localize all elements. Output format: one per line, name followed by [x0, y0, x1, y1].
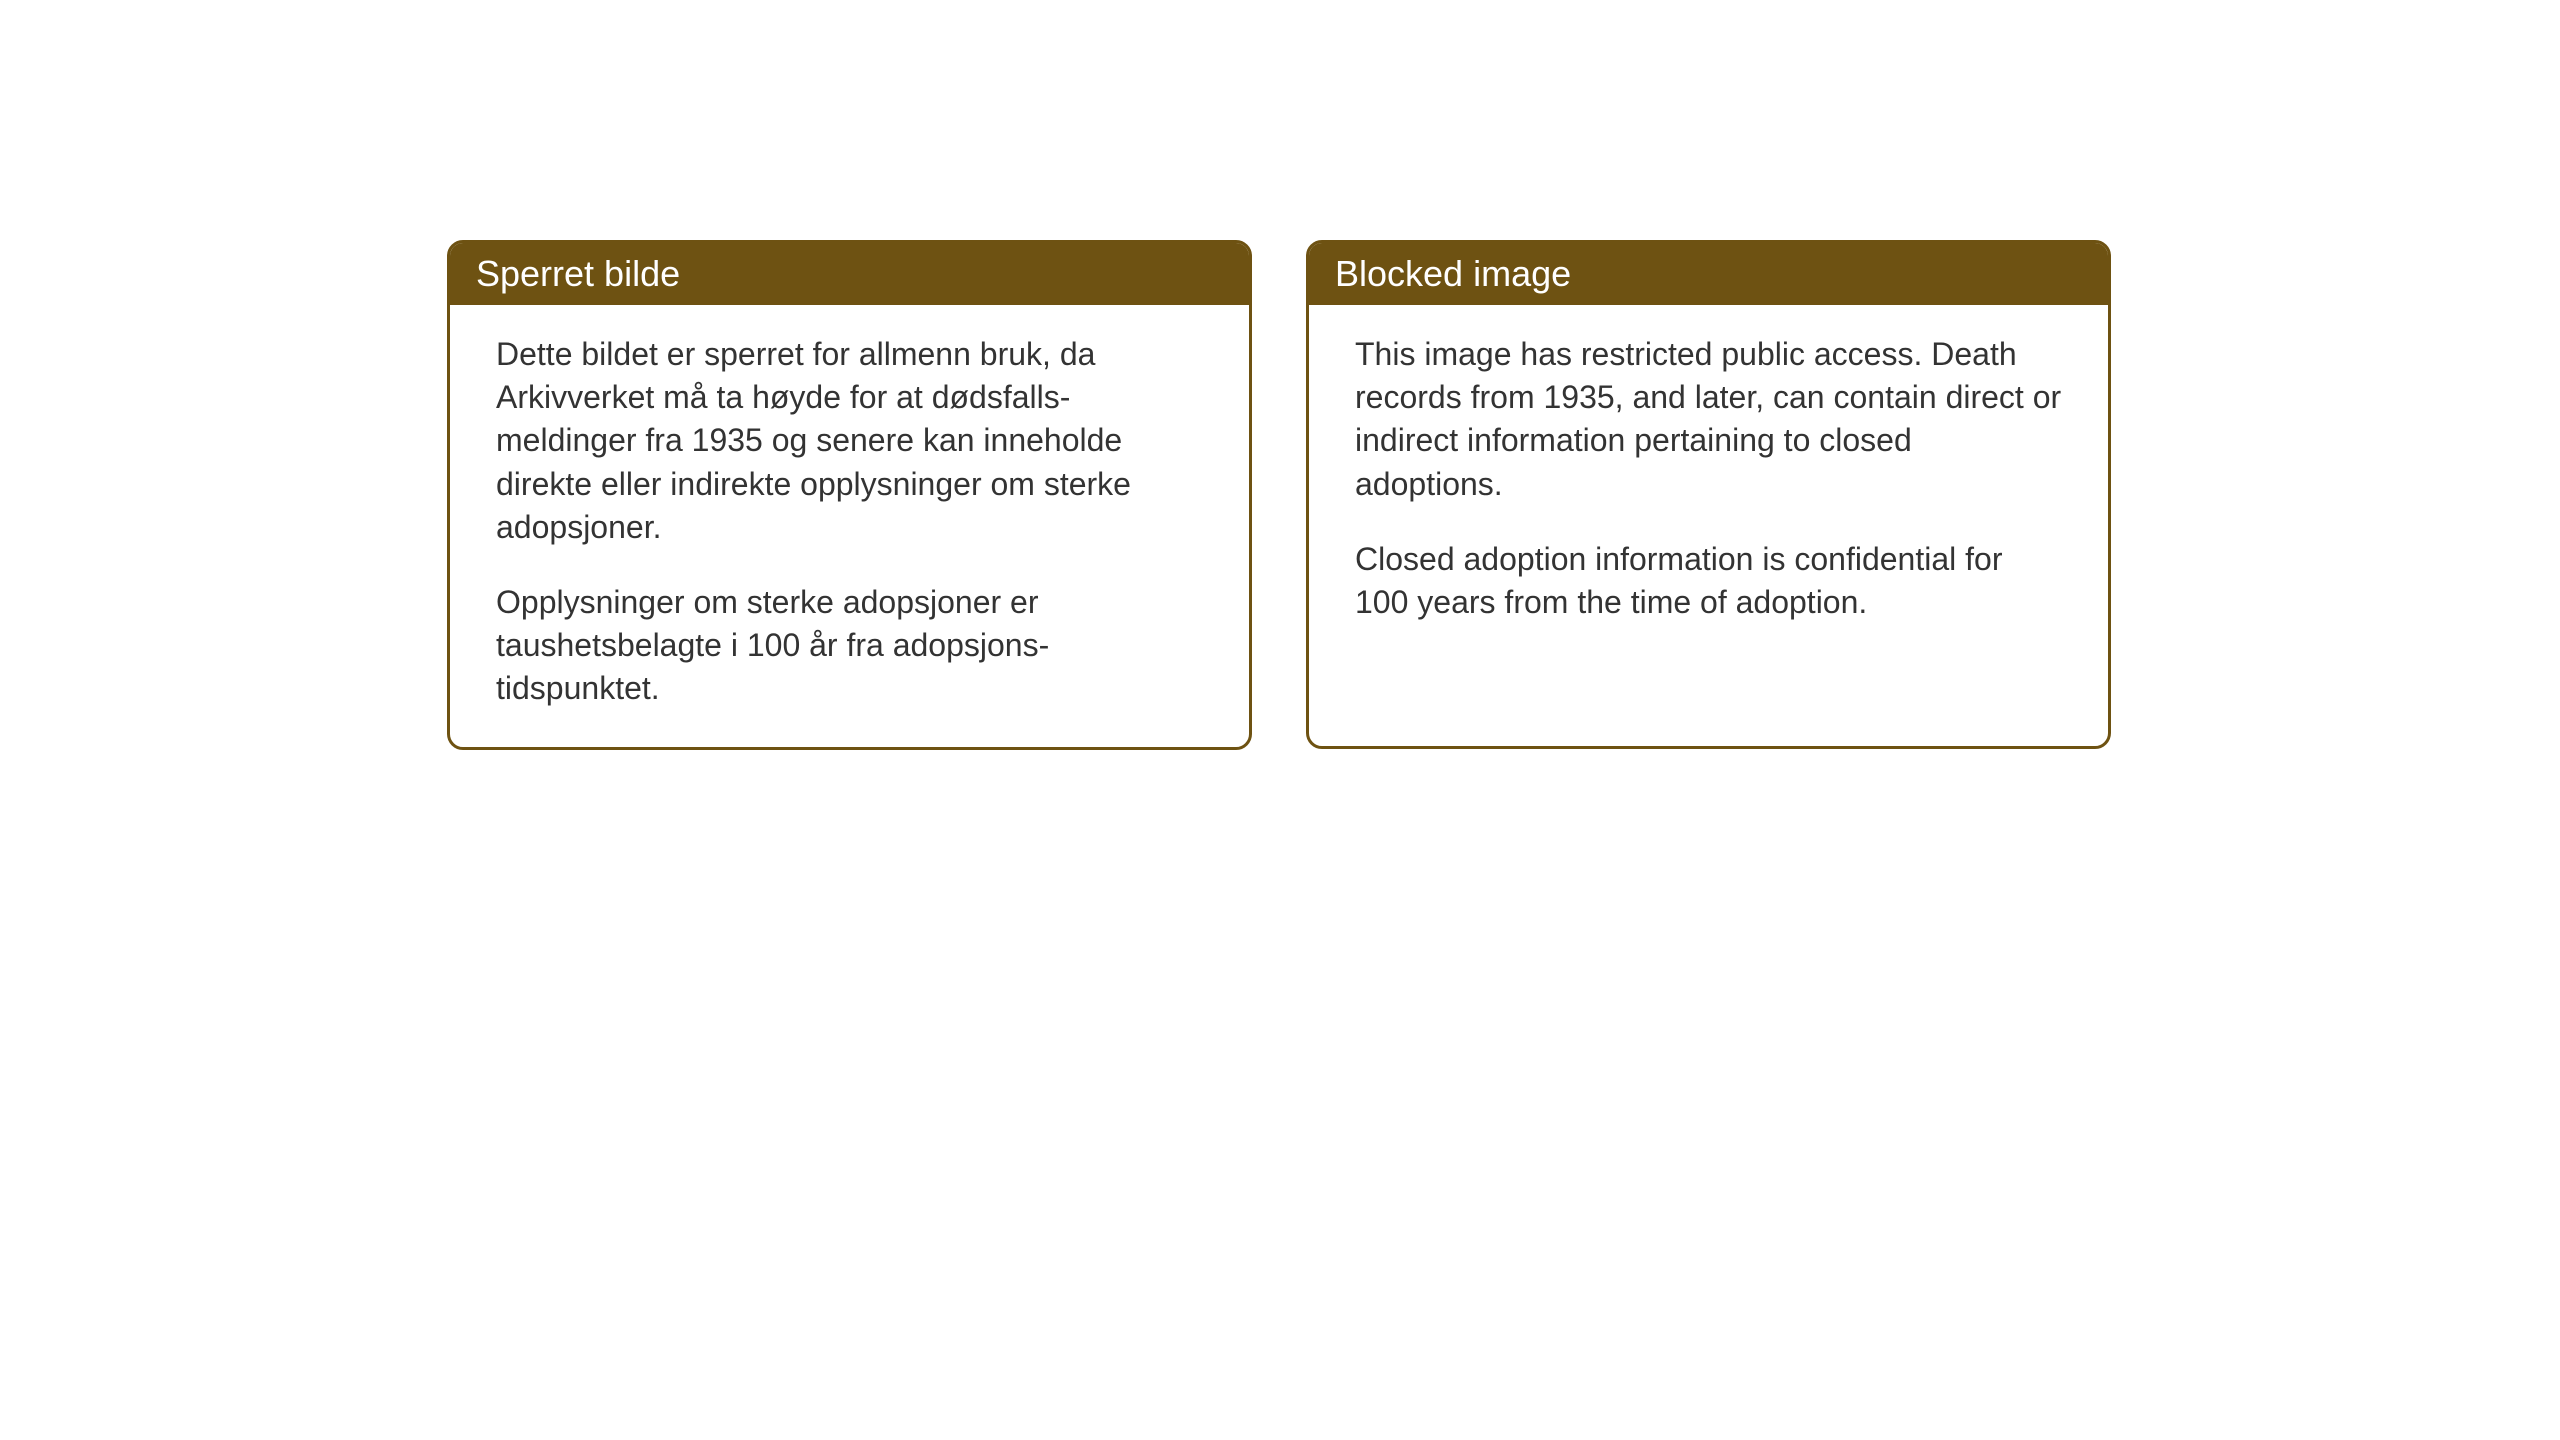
notice-paragraph-2-norwegian: Opplysninger om sterke adopsjoner er tau…: [496, 581, 1203, 711]
notice-paragraph-1-norwegian: Dette bildet er sperret for allmenn bruk…: [496, 333, 1203, 549]
notice-box-english: Blocked image This image has restricted …: [1306, 240, 2111, 749]
notice-paragraph-1-english: This image has restricted public access.…: [1355, 333, 2062, 506]
notices-container: Sperret bilde Dette bildet er sperret fo…: [447, 240, 2111, 750]
notice-header-english: Blocked image: [1309, 243, 2108, 305]
notice-title-english: Blocked image: [1335, 253, 1571, 294]
notice-body-norwegian: Dette bildet er sperret for allmenn bruk…: [450, 305, 1249, 747]
notice-title-norwegian: Sperret bilde: [476, 253, 680, 294]
notice-header-norwegian: Sperret bilde: [450, 243, 1249, 305]
notice-paragraph-2-english: Closed adoption information is confident…: [1355, 538, 2062, 624]
notice-box-norwegian: Sperret bilde Dette bildet er sperret fo…: [447, 240, 1252, 750]
notice-body-english: This image has restricted public access.…: [1309, 305, 2108, 660]
